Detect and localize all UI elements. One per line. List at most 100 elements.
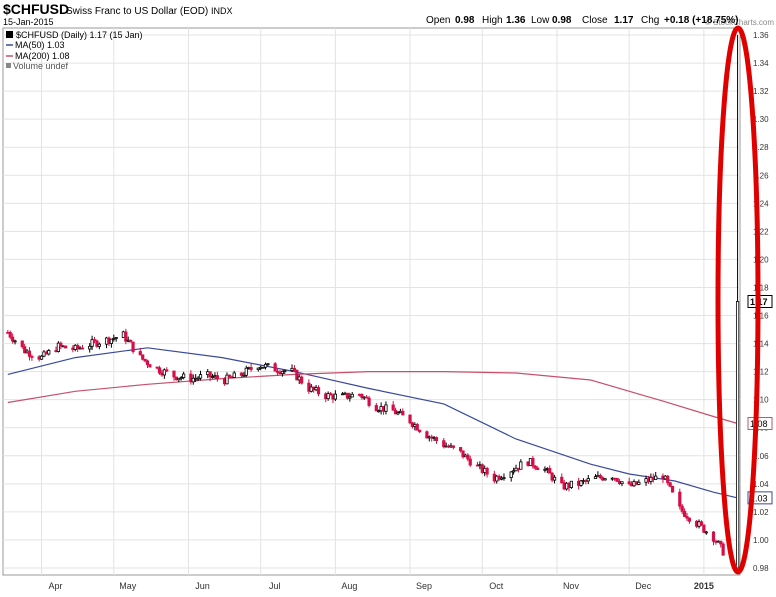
chart-symbol: $CHFUSD: [3, 1, 69, 17]
candle-body: [92, 339, 97, 342]
candle-body: [157, 367, 162, 374]
candle-body: [280, 370, 284, 374]
candle-body: [59, 342, 63, 347]
candle-body: [560, 476, 564, 484]
candle-body: [637, 481, 641, 485]
candle-body: [8, 332, 12, 338]
candle-body: [124, 331, 128, 342]
candle-body: [459, 447, 463, 452]
candle-body: [244, 367, 248, 376]
candle-body: [512, 470, 516, 473]
candle-body: [615, 477, 619, 482]
moving-averages: [7, 347, 738, 499]
candle-body: [232, 372, 236, 378]
chart-date: 15-Jan-2015: [3, 17, 54, 27]
x-tick-label: Jun: [195, 581, 210, 591]
x-tick-label: Aug: [341, 581, 357, 591]
candle-body: [654, 475, 658, 480]
candle-body: [401, 410, 405, 416]
candle-body: [215, 375, 219, 380]
candle-body: [316, 387, 321, 395]
open-value: 0.98: [455, 15, 475, 26]
y-tick-label: 1.28: [753, 143, 769, 152]
x-tick-label: Oct: [489, 581, 504, 591]
y-tick-label: 1.26: [753, 171, 769, 180]
candle-body: [328, 393, 333, 396]
candle-body: [704, 531, 708, 534]
candle-body: [30, 355, 34, 358]
chg-value: +0.18 (+18.75%): [664, 15, 739, 26]
candle-body: [90, 339, 94, 347]
candle-body: [519, 461, 523, 470]
candle-body: [143, 358, 147, 362]
watermark: © StockCharts.com: [705, 18, 774, 27]
candle-body: [177, 377, 181, 381]
x-axis: Apr May Jun Jul Aug Sep Oct Nov Dec 2015: [49, 581, 714, 591]
legend-price: $CHFUSD (Daily) 1.17 (15 Jan): [16, 30, 143, 40]
close-label: Close: [582, 15, 608, 26]
candle-body: [239, 372, 244, 376]
candle-body: [131, 341, 135, 352]
candle-body: [451, 445, 455, 448]
chg-label: Chg: [641, 15, 659, 26]
candle-body: [242, 374, 246, 377]
ma200-line: [7, 371, 738, 425]
x-tick-label: Sep: [416, 581, 432, 591]
x-tick-label: Nov: [563, 581, 580, 591]
candle-body: [377, 410, 381, 413]
candle-body: [273, 363, 277, 372]
candle-body: [531, 457, 535, 467]
candle-body: [668, 482, 672, 487]
close-value: 1.17: [614, 15, 634, 26]
candle-body: [719, 540, 723, 545]
candle-body: [13, 340, 17, 343]
candle-body: [27, 350, 32, 357]
candle-body: [711, 531, 716, 542]
x-tick-label: Jul: [269, 581, 281, 591]
high-value: 1.36: [506, 15, 526, 26]
candle-body: [20, 340, 24, 348]
candle-body: [434, 437, 439, 442]
candle-body: [95, 340, 99, 347]
candle-body: [148, 364, 152, 368]
candle-body: [408, 414, 412, 424]
candle-body: [666, 475, 670, 484]
candle-body: [348, 396, 352, 399]
low-value: 0.98: [552, 15, 572, 26]
candle-body: [468, 458, 472, 466]
candle-body: [109, 338, 113, 344]
candle-body: [620, 481, 624, 485]
legend-ma200: MA(200) 1.08: [15, 51, 70, 61]
candle-body: [56, 342, 60, 352]
candle-body: [80, 347, 85, 350]
candle-body: [502, 477, 506, 479]
ma50-line: [7, 347, 738, 499]
candle-body: [275, 370, 280, 373]
grid: [3, 28, 740, 575]
candle-body: [249, 367, 253, 370]
candle-body: [418, 429, 422, 433]
candle-body: [263, 363, 268, 368]
candle-body: [138, 351, 142, 356]
candle-body: [683, 510, 687, 517]
candle-body: [461, 450, 465, 458]
y-tick-label: 1.20: [753, 255, 769, 264]
candle-body: [210, 376, 215, 378]
candle-body: [552, 476, 557, 481]
candle-body: [300, 376, 304, 384]
candle-body: [145, 360, 150, 366]
candle-body: [627, 481, 631, 485]
x-tick-label: Dec: [635, 581, 652, 591]
candle-body: [191, 377, 195, 383]
candle-body: [208, 371, 212, 378]
candle-body: [172, 370, 176, 378]
candle-body: [39, 355, 44, 360]
x-tick-label: 2015: [694, 581, 714, 591]
candle-body: [198, 374, 203, 379]
candle-body: [114, 337, 118, 339]
x-tick-label: May: [119, 581, 137, 591]
y-tick-label: 1.34: [753, 59, 769, 68]
candle-body: [64, 345, 68, 349]
candle-body: [326, 393, 330, 400]
candle-body: [396, 412, 400, 415]
